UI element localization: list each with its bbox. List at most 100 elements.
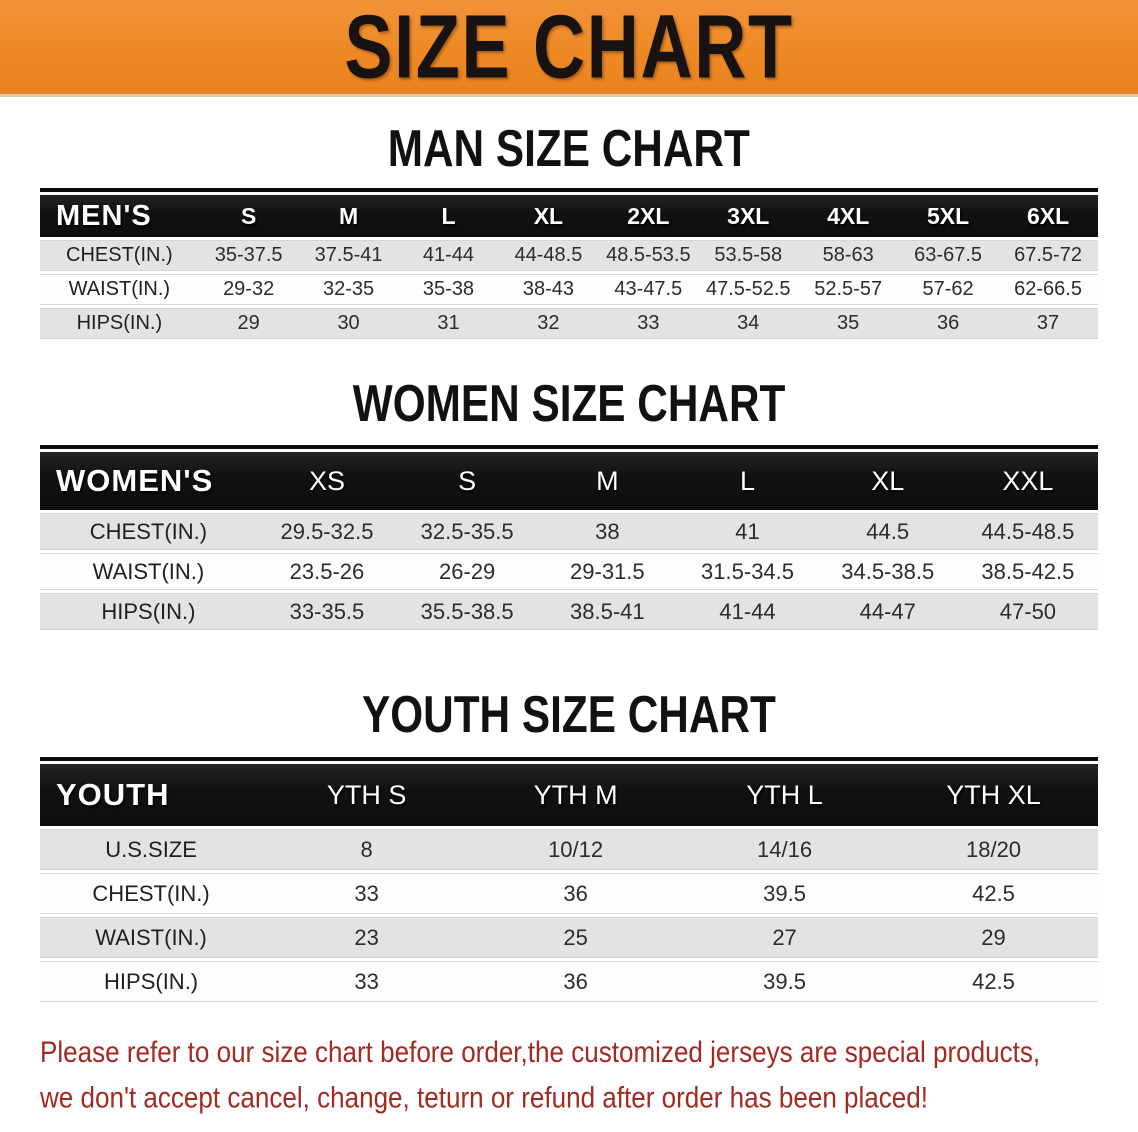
value-cell: 36	[471, 873, 681, 914]
value-cell: 35-37.5	[198, 240, 299, 271]
value-cell: 52.5-57	[798, 274, 899, 305]
youth-section-heading-text: YOUTH SIZE CHART	[362, 684, 776, 744]
value-cell: 41-44	[677, 593, 818, 630]
size-column-header: 4XL	[798, 195, 899, 237]
value-cell: 42.5	[889, 961, 1098, 1002]
size-column-header: M	[537, 452, 678, 510]
man-section-heading: MAN SIZE CHART	[0, 118, 1138, 178]
table-row: WAIST(IN.) 23.5-26 26-29 29-31.5 31.5-34.5 34…	[40, 553, 1098, 590]
table-row: HIPS(IN.) 33 36 39.5 42.5	[40, 961, 1098, 1002]
value-cell: 47.5-52.5	[698, 274, 799, 305]
row-label-cell: CHEST(IN.)	[40, 240, 199, 271]
value-cell: 29-32	[198, 274, 299, 305]
table-row: HIPS(IN.) 29 30 31 32 33 34 35 36 37	[40, 308, 1098, 339]
value-cell: 44.5-48.5	[957, 513, 1098, 550]
table-row: WAIST(IN.) 29-32 32-35 35-38 38-43 43-47.5 47.…	[40, 274, 1098, 305]
value-cell: 39.5	[680, 961, 890, 1002]
table-header-row: YOUTH YTH S YTH M YTH L YTH XL	[40, 764, 1098, 826]
value-cell: 23.5-26	[256, 553, 398, 590]
table-corner-label: WOMEN'S	[40, 452, 257, 510]
size-column-header: M	[298, 195, 399, 237]
value-cell: 47-50	[957, 593, 1098, 630]
table-header-row: WOMEN'S XS S M L XL XXL	[40, 452, 1098, 510]
value-cell: 38-43	[498, 274, 599, 305]
row-label-cell: HIPS(IN.)	[40, 308, 199, 339]
value-cell: 30	[298, 308, 399, 339]
size-column-header: YTH L	[680, 764, 890, 826]
size-column-header: YTH S	[262, 764, 472, 826]
value-cell: 34	[698, 308, 799, 339]
value-cell: 41	[677, 513, 818, 550]
value-cell: 38	[537, 513, 678, 550]
table-corner-label: MEN'S	[40, 195, 199, 237]
women-size-table: WOMEN'S XS S M L XL XXL CHEST(IN.) 29.5-32.5 32.5…	[40, 445, 1098, 633]
value-cell: 42.5	[889, 873, 1098, 914]
size-chart-banner: SIZE CHART	[0, 0, 1138, 97]
value-cell: 36	[471, 961, 681, 1002]
disclaimer-line-2: we don't accept cancel, change, teturn o…	[40, 1081, 929, 1115]
value-cell: 38.5-42.5	[957, 553, 1098, 590]
size-column-header: S	[397, 452, 538, 510]
value-cell: 32	[498, 308, 599, 339]
value-cell: 26-29	[397, 553, 538, 590]
value-cell: 31.5-34.5	[677, 553, 818, 590]
size-column-header: YTH M	[471, 764, 681, 826]
youth-section-heading: YOUTH SIZE CHART	[0, 684, 1138, 744]
table-corner-label: YOUTH	[40, 764, 263, 826]
value-cell: 44-48.5	[498, 240, 599, 271]
value-cell: 27	[680, 917, 890, 958]
value-cell: 43-47.5	[598, 274, 699, 305]
value-cell: 58-63	[798, 240, 899, 271]
value-cell: 18/20	[889, 829, 1098, 870]
value-cell: 41-44	[398, 240, 499, 271]
value-cell: 44.5	[817, 513, 958, 550]
row-label-cell: HIPS(IN.)	[40, 593, 257, 630]
row-label-cell: WAIST(IN.)	[40, 917, 263, 958]
disclaimer-line-1: Please refer to our size chart before or…	[40, 1035, 1041, 1069]
value-cell: 10/12	[471, 829, 681, 870]
youth-size-table: YOUTH YTH S YTH M YTH L YTH XL U.S.SIZE 8 10/12…	[40, 757, 1098, 1005]
value-cell: 29.5-32.5	[256, 513, 398, 550]
table-row: WAIST(IN.) 23 25 27 29	[40, 917, 1098, 958]
value-cell: 23	[262, 917, 472, 958]
size-column-header: L	[398, 195, 499, 237]
value-cell: 34.5-38.5	[817, 553, 958, 590]
value-cell: 37	[998, 308, 1098, 339]
row-label-cell: CHEST(IN.)	[40, 873, 263, 914]
value-cell: 62-66.5	[998, 274, 1098, 305]
row-label-cell: WAIST(IN.)	[40, 274, 199, 305]
value-cell: 37.5-41	[298, 240, 399, 271]
table-header-row: MEN'S S M L XL 2XL 3XL 4XL 5XL 6XL	[40, 195, 1098, 237]
value-cell: 44-47	[817, 593, 958, 630]
value-cell: 67.5-72	[998, 240, 1098, 271]
table-row: U.S.SIZE 8 10/12 14/16 18/20	[40, 829, 1098, 870]
value-cell: 29	[889, 917, 1098, 958]
size-column-header: 5XL	[898, 195, 999, 237]
value-cell: 63-67.5	[898, 240, 999, 271]
women-section-heading: WOMEN SIZE CHART	[0, 377, 1138, 429]
value-cell: 8	[262, 829, 472, 870]
table-row: CHEST(IN.) 35-37.5 37.5-41 41-44 44-48.5 48.5…	[40, 240, 1098, 271]
value-cell: 33	[262, 961, 472, 1002]
value-cell: 57-62	[898, 274, 999, 305]
man-section-heading-text: MAN SIZE CHART	[387, 118, 751, 178]
value-cell: 53.5-58	[698, 240, 799, 271]
value-cell: 29-31.5	[537, 553, 678, 590]
size-column-header: 6XL	[998, 195, 1098, 237]
value-cell: 33	[262, 873, 472, 914]
row-label-cell: CHEST(IN.)	[40, 513, 257, 550]
size-column-header: L	[677, 452, 818, 510]
value-cell: 31	[398, 308, 499, 339]
row-label-cell: HIPS(IN.)	[40, 961, 263, 1002]
value-cell: 29	[198, 308, 299, 339]
value-cell: 35-38	[398, 274, 499, 305]
men-size-table: MEN'S S M L XL 2XL 3XL 4XL 5XL 6XL CHEST(IN.) 35-37…	[40, 188, 1098, 342]
table-row: CHEST(IN.) 33 36 39.5 42.5	[40, 873, 1098, 914]
value-cell: 36	[898, 308, 999, 339]
banner-title: SIZE CHART	[344, 0, 794, 97]
value-cell: 32.5-35.5	[397, 513, 538, 550]
table-row: HIPS(IN.) 33-35.5 35.5-38.5 38.5-41 41-44 44-…	[40, 593, 1098, 630]
size-column-header: 3XL	[698, 195, 799, 237]
value-cell: 14/16	[680, 829, 890, 870]
size-column-header: S	[198, 195, 299, 237]
